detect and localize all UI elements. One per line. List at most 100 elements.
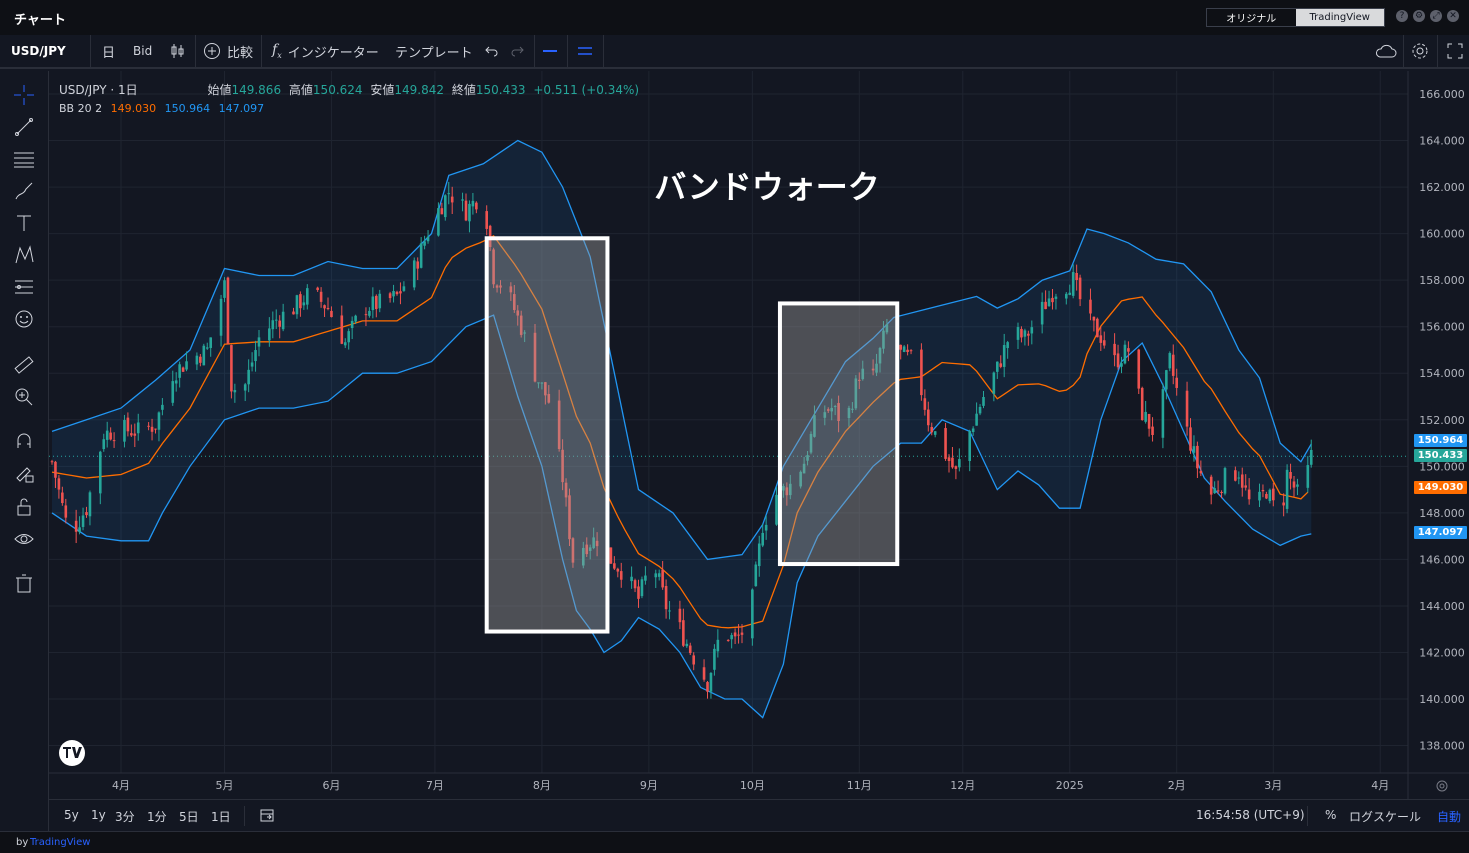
price-type-button[interactable]: Bid [133,44,153,58]
emoji-icon[interactable] [12,307,36,331]
time-tick-label: 2025 [1056,779,1084,792]
candle-body [78,527,81,533]
price-chart[interactable]: 166.000 164.000 162.000 160.000 158.000 156.0… [49,71,1469,799]
magnet-icon[interactable] [12,429,36,453]
candle-body [927,409,930,426]
view-option-tradingview[interactable]: TradingView [1295,9,1384,26]
interval-button[interactable]: 日 [102,45,116,61]
candle-body [716,639,720,652]
line-style-icon[interactable] [542,35,558,67]
lock-drawing-icon[interactable] [12,461,36,485]
restore-button[interactable]: ⤢ [1430,10,1442,22]
candle-body [1102,340,1106,346]
symbol-button[interactable]: USD/JPY [11,44,66,58]
candle-body [343,342,347,346]
range-5y[interactable]: 5y [64,808,79,822]
close-button[interactable]: ✕ [1447,10,1459,22]
view-option-original[interactable]: オリジナル [1207,9,1296,26]
time-tick-label: 4月 [1371,779,1389,792]
candle-body [685,643,689,647]
candle-body [147,425,150,427]
candle-body [136,422,140,434]
toolbar-divider [603,35,604,67]
pattern-icon[interactable] [12,243,36,267]
candle-body [682,620,685,646]
candle-body [1071,272,1075,296]
candle-body [64,505,68,518]
fullscreen-icon[interactable] [1447,35,1463,67]
candle-body [278,320,281,327]
templates-button[interactable]: テンプレート [395,45,473,61]
candle-body [1213,488,1216,494]
brush-icon[interactable] [12,179,36,203]
candle-body [1137,349,1141,389]
line-width-icon[interactable] [577,35,593,67]
price-tick-label: 154.000 [1419,367,1465,380]
unlock-icon[interactable] [12,495,36,519]
candle-body [775,494,778,525]
price-tick-label: 142.000 [1419,646,1465,659]
eye-icon[interactable] [12,527,36,551]
range-1d[interactable]: 1日 [211,810,231,824]
candle-body [1140,387,1144,421]
settings-button[interactable]: ⚙ [1413,10,1425,22]
toolbar-divider [195,35,196,67]
bb-label[interactable]: BB 20 2 [59,102,103,115]
range-1y[interactable]: 1y [91,808,106,822]
candles-icon[interactable] [170,35,186,67]
range-3m[interactable]: 3分 [115,810,135,824]
clock-time[interactable]: 16:54:58 (UTC+9) [1196,808,1305,822]
forecast-icon[interactable] [12,275,36,299]
candle-body [730,635,733,640]
gear-icon[interactable] [1411,35,1429,67]
help-button[interactable]: ? [1396,10,1408,22]
candle-body [85,512,88,516]
footer-brand-link[interactable]: TradingView [30,837,91,848]
candle-body [837,403,840,421]
candle-body [202,345,206,366]
candle-body [1265,493,1268,499]
toolbar-divider [567,35,568,67]
ruler-icon[interactable] [12,353,36,377]
candle-body [471,200,475,207]
candle-body [281,311,285,330]
auto-scale-toggle[interactable]: 自動 [1437,810,1462,824]
toolbar-divider [1437,35,1438,67]
log-scale-toggle[interactable]: ログスケール [1349,810,1422,824]
trash-icon[interactable] [12,571,36,595]
toolbar-divider [90,35,91,67]
high-label: 高値 [288,83,313,97]
band-walk-boxes [484,236,900,634]
legend-title[interactable]: USD/JPY · 1日 [59,83,138,97]
undo-icon[interactable] [485,35,499,67]
range-1m[interactable]: 1分 [147,810,167,824]
candle-body [571,538,575,563]
candle-body [1147,413,1151,429]
candle-body [1092,316,1096,321]
indicators-button[interactable]: fx インジケーター [272,35,379,67]
redo-icon[interactable] [510,35,524,67]
range-divider [1307,806,1308,826]
crosshair-icon[interactable] [12,83,36,107]
candle-body [906,349,909,353]
candle-body [640,579,644,597]
horizontal-lines-icon[interactable] [12,147,36,171]
price-tick-label: 158.000 [1419,274,1465,287]
candle-body [1002,345,1006,367]
candle-body [1189,427,1192,451]
range-5d[interactable]: 5日 [179,810,199,824]
candle-body [392,291,395,297]
candle-body [157,412,161,430]
candle-body [509,286,513,293]
compare-button[interactable]: 比較 [203,35,253,67]
bb-middle-price-label: 149.030 [1414,481,1467,494]
cloud-icon[interactable] [1375,35,1397,67]
goto-date-icon[interactable] [259,807,275,826]
range-bar: 5y 1y 3分 1分 5日 1日 16:54:58 (UTC+9) % ログス… [49,799,1469,831]
candle-body [330,310,333,318]
text-tool-icon[interactable] [12,211,36,235]
percent-toggle[interactable]: % [1325,808,1337,822]
zoom-in-icon[interactable] [12,385,36,409]
trend-line-icon[interactable] [12,115,36,139]
candle-body [823,412,827,418]
